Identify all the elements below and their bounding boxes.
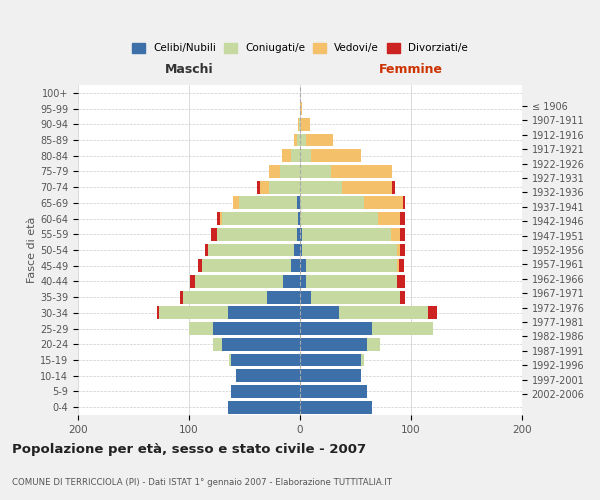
Bar: [403, 196, 406, 209]
Bar: [214, 322, 300, 335]
Bar: [300, 244, 302, 256]
Bar: [180, 290, 184, 304]
Bar: [217, 212, 220, 225]
Bar: [300, 306, 339, 320]
Bar: [300, 165, 331, 178]
Bar: [392, 180, 395, 194]
Bar: [399, 260, 404, 272]
Bar: [300, 260, 305, 272]
Bar: [300, 275, 305, 288]
Bar: [157, 306, 159, 320]
Bar: [220, 212, 223, 225]
Bar: [269, 180, 300, 194]
Bar: [305, 275, 397, 288]
Bar: [231, 385, 300, 398]
Bar: [233, 196, 239, 209]
Bar: [291, 150, 300, 162]
Bar: [295, 244, 300, 256]
Bar: [269, 165, 280, 178]
Bar: [300, 290, 311, 304]
Bar: [397, 260, 399, 272]
Bar: [300, 228, 302, 240]
Bar: [198, 260, 202, 272]
Bar: [400, 212, 406, 225]
Bar: [367, 338, 380, 350]
Legend: Celibi/Nubili, Coniugati/e, Vedovi/e, Divorziati/e: Celibi/Nubili, Coniugati/e, Vedovi/e, Di…: [128, 39, 472, 58]
Bar: [331, 165, 392, 178]
Bar: [282, 150, 291, 162]
Bar: [300, 102, 302, 115]
Bar: [159, 306, 228, 320]
Text: Popolazione per età, sesso e stato civile - 2007: Popolazione per età, sesso e stato civil…: [12, 442, 366, 456]
Bar: [305, 134, 334, 146]
Bar: [298, 118, 299, 130]
Y-axis label: Fasce di età: Fasce di età: [27, 217, 37, 283]
Bar: [302, 244, 397, 256]
Bar: [300, 322, 372, 335]
Bar: [300, 196, 364, 209]
Bar: [300, 180, 342, 194]
Bar: [260, 180, 269, 194]
Bar: [236, 370, 300, 382]
Bar: [184, 290, 266, 304]
Bar: [305, 260, 397, 272]
Bar: [194, 275, 283, 288]
Bar: [257, 180, 260, 194]
Bar: [222, 212, 298, 225]
Bar: [300, 354, 361, 366]
Bar: [217, 228, 296, 240]
Bar: [190, 275, 194, 288]
Bar: [391, 228, 400, 240]
Bar: [266, 290, 300, 304]
Bar: [208, 244, 295, 256]
Bar: [202, 260, 291, 272]
Bar: [400, 290, 406, 304]
Bar: [205, 244, 208, 256]
Bar: [280, 165, 300, 178]
Bar: [300, 150, 311, 162]
Bar: [296, 134, 300, 146]
Bar: [214, 338, 223, 350]
Bar: [302, 228, 391, 240]
Bar: [311, 150, 361, 162]
Bar: [400, 244, 406, 256]
Bar: [397, 275, 406, 288]
Bar: [295, 134, 296, 146]
Bar: [339, 306, 428, 320]
Bar: [300, 370, 361, 382]
Bar: [298, 212, 300, 225]
Bar: [372, 322, 433, 335]
Bar: [300, 338, 367, 350]
Bar: [364, 196, 403, 209]
Bar: [428, 306, 437, 320]
Bar: [342, 180, 392, 194]
Bar: [300, 212, 378, 225]
Text: COMUNE DI TERRICCIOLA (PI) - Dati ISTAT 1° gennaio 2007 - Elaborazione TUTTITALI: COMUNE DI TERRICCIOLA (PI) - Dati ISTAT …: [12, 478, 392, 487]
Bar: [283, 275, 300, 288]
Bar: [229, 354, 231, 366]
Bar: [228, 306, 300, 320]
Bar: [300, 118, 301, 130]
Bar: [361, 354, 364, 366]
Bar: [301, 118, 310, 130]
Bar: [231, 354, 300, 366]
Bar: [400, 228, 406, 240]
Bar: [378, 212, 400, 225]
Text: Femmine: Femmine: [379, 62, 443, 76]
Bar: [239, 196, 296, 209]
Bar: [223, 338, 300, 350]
Bar: [300, 385, 367, 398]
Bar: [300, 134, 305, 146]
Bar: [299, 118, 300, 130]
Bar: [397, 244, 400, 256]
Bar: [300, 400, 372, 413]
Bar: [296, 196, 300, 209]
Bar: [211, 228, 217, 240]
Bar: [311, 290, 400, 304]
Bar: [291, 260, 300, 272]
Bar: [228, 400, 300, 413]
Text: Maschi: Maschi: [164, 62, 214, 76]
Bar: [189, 322, 214, 335]
Bar: [296, 228, 300, 240]
